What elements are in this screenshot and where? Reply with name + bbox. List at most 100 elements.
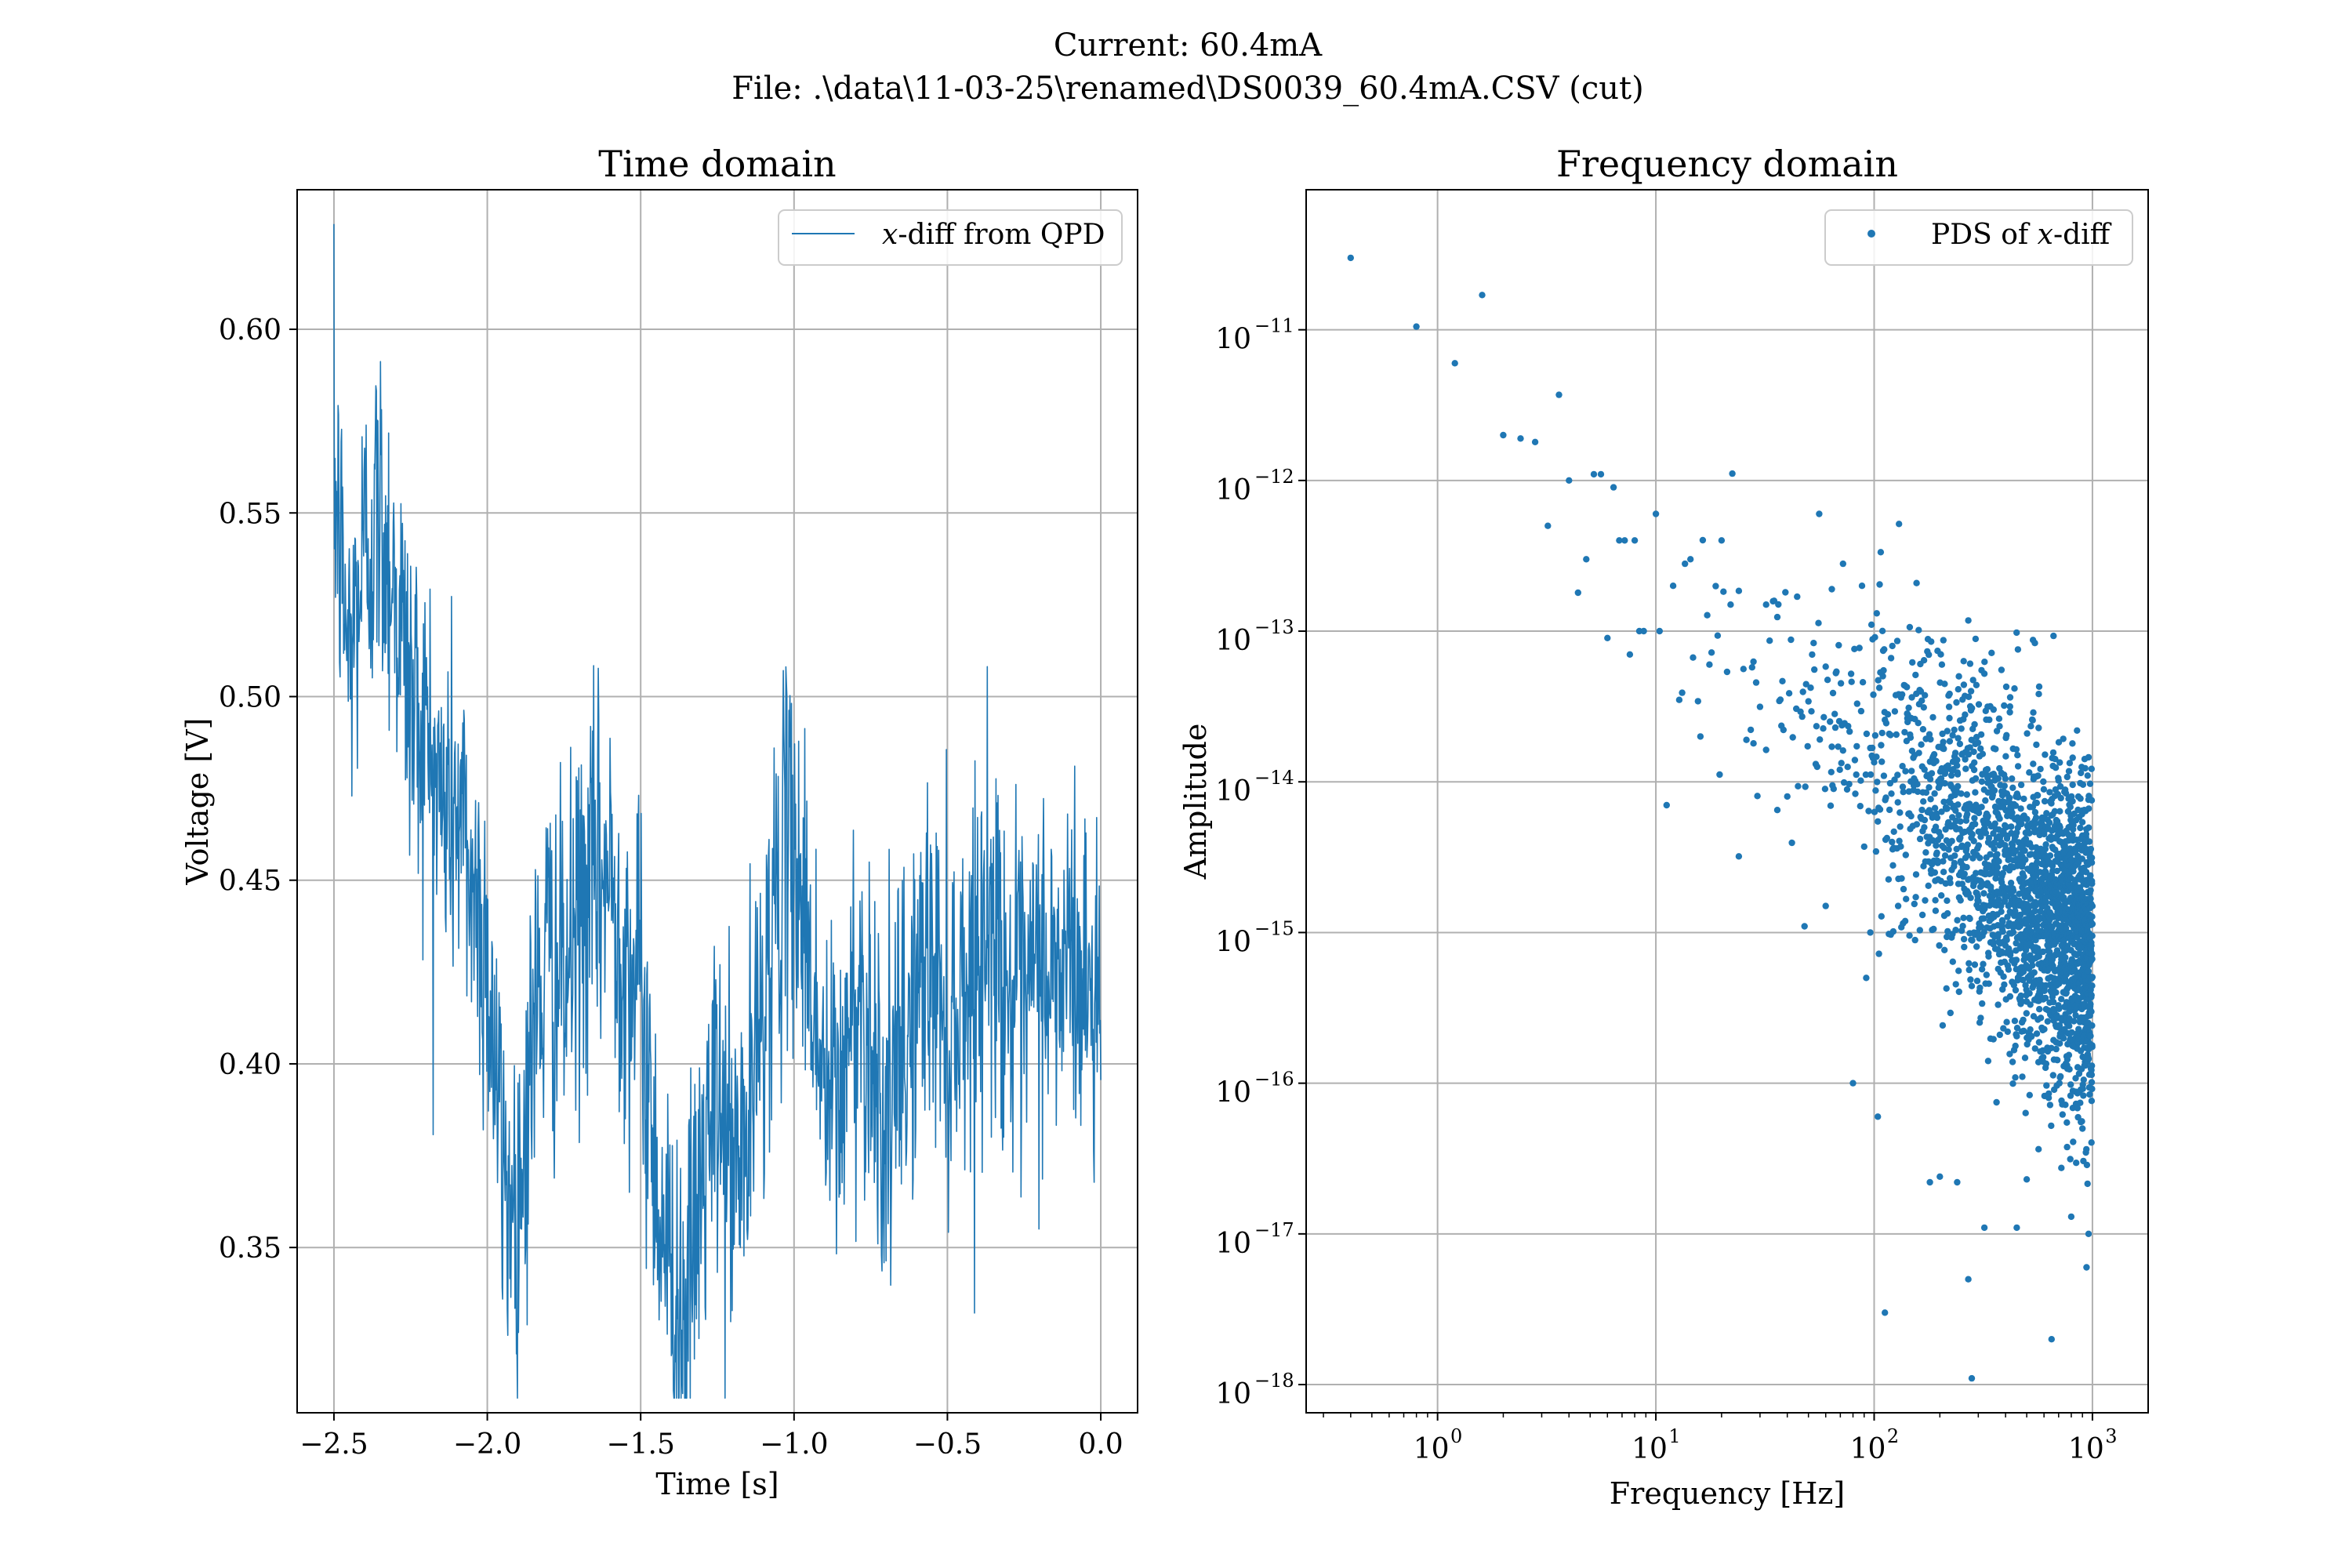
- pds-point: [1918, 806, 1926, 814]
- pds-point: [2002, 683, 2010, 691]
- pds-point: [1969, 831, 1976, 838]
- pds-point: [2019, 1073, 2026, 1080]
- pds-point: [1937, 833, 1944, 840]
- frequency-y-tick-exponent: −15: [1254, 917, 1294, 939]
- pds-point: [1984, 812, 1991, 820]
- pds-point: [1878, 729, 1886, 737]
- pds-point: [1972, 635, 1980, 643]
- pds-point: [2030, 709, 2037, 716]
- pds-point: [2043, 810, 2050, 817]
- pds-point: [1817, 736, 1824, 743]
- pds-point: [2009, 1058, 2016, 1065]
- pds-point: [1960, 681, 1968, 688]
- pds-point: [1974, 739, 1982, 746]
- pds-point: [1972, 775, 1980, 782]
- pds-point: [2045, 1090, 2053, 1098]
- pds-point: [2035, 724, 2042, 731]
- pds-point: [1880, 772, 1888, 779]
- pds-point: [2069, 754, 2076, 761]
- pds-point: [1906, 932, 1913, 939]
- pds-point: [2032, 864, 2040, 871]
- pds-point: [1867, 929, 1874, 936]
- pds-point: [2015, 793, 2022, 801]
- pds-point: [1867, 621, 1875, 628]
- pds-point: [1656, 627, 1663, 635]
- pds-point: [2063, 1119, 2071, 1127]
- pds-point: [1915, 750, 1922, 757]
- pds-point: [2087, 887, 2094, 894]
- pds-point: [2017, 805, 2024, 812]
- pds-point: [1871, 633, 1878, 641]
- pds-point: [1873, 753, 1880, 760]
- pds-point: [2058, 996, 2065, 1003]
- pds-point: [1844, 764, 1851, 771]
- pds-point: [1555, 391, 1563, 398]
- pds-point: [2024, 901, 2031, 908]
- pds-point: [2041, 797, 2049, 805]
- pds-point: [1893, 637, 1901, 644]
- pds-point: [1675, 696, 1683, 703]
- pds-point: [1682, 560, 1689, 568]
- pds-point: [2026, 989, 2033, 997]
- pds-point: [2006, 993, 2014, 1000]
- pds-point: [2079, 1125, 2086, 1132]
- pds-point: [2072, 848, 2079, 855]
- pds-point: [1936, 781, 1944, 789]
- pds-point: [1957, 818, 1964, 826]
- pds-point: [1870, 691, 1877, 699]
- pds-point: [2056, 808, 2063, 815]
- pds-point: [2085, 1230, 2092, 1238]
- pds-point: [1879, 673, 1886, 680]
- pds-point: [1975, 701, 1983, 708]
- pds-point: [2062, 1102, 2069, 1109]
- pds-point: [1957, 897, 1964, 904]
- pds-point: [1992, 746, 1999, 753]
- pds-point: [1610, 484, 1617, 491]
- pds-point: [2056, 1022, 2063, 1029]
- frequency-y-tick-exponent: −18: [1254, 1370, 1294, 1392]
- pds-point: [1932, 907, 1940, 914]
- pds-point: [2040, 778, 2047, 786]
- pds-point: [1901, 728, 1908, 736]
- pds-point: [2052, 764, 2060, 771]
- pds-point: [1944, 933, 1951, 941]
- pds-point: [2040, 786, 2048, 793]
- pds-point: [2087, 845, 2095, 853]
- time-legend-label: x-diff from QPD: [882, 219, 1105, 251]
- pds-point: [2083, 1264, 2090, 1271]
- pds-point: [1930, 751, 1938, 758]
- pds-point: [1846, 728, 1853, 735]
- pds-point: [2013, 746, 2020, 753]
- pds-point: [2059, 1111, 2066, 1118]
- pds-point: [1969, 705, 1976, 712]
- frequency-y-tick-exponent: −12: [1254, 466, 1294, 488]
- pds-point: [2088, 1008, 2095, 1015]
- pds-point: [2013, 939, 2020, 947]
- pds-point: [2063, 1143, 2071, 1151]
- pds-point: [2056, 759, 2063, 766]
- pds-point: [2053, 867, 2060, 875]
- pds-point: [2020, 795, 2027, 803]
- pds-point: [2067, 1213, 2075, 1221]
- pds-point: [1807, 684, 1814, 691]
- pds-point: [2077, 824, 2084, 832]
- pds-point: [1590, 470, 1598, 478]
- pds-point: [1955, 735, 1962, 742]
- pds-point: [1956, 740, 1964, 748]
- pds-point: [2089, 974, 2096, 981]
- pds-point: [1909, 659, 1916, 666]
- pds-point: [2009, 775, 2016, 782]
- pds-point: [1901, 917, 1909, 925]
- pds-point: [1770, 597, 1778, 604]
- pds-point: [2088, 859, 2096, 866]
- pds-point: [2046, 1102, 2054, 1109]
- pds-point: [1984, 1058, 1992, 1065]
- pds-point: [1920, 798, 1927, 805]
- pds-point: [1940, 869, 1947, 876]
- pds-point: [1929, 713, 1936, 721]
- time-x-tick-label: −2.5: [299, 1428, 368, 1461]
- pds-point: [1822, 902, 1829, 909]
- pds-point: [1976, 984, 1984, 992]
- pds-point: [2069, 832, 2076, 839]
- pds-point: [2085, 805, 2092, 812]
